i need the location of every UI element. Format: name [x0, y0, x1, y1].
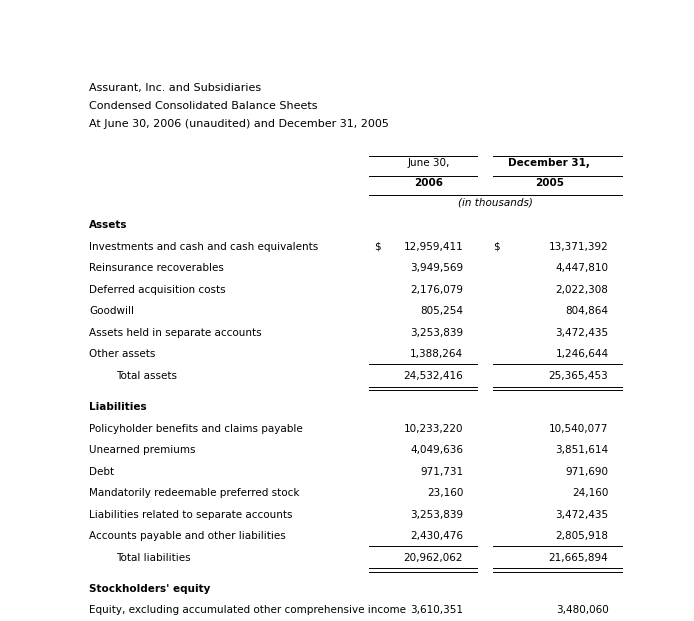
- Text: Total liabilities: Total liabilities: [117, 553, 191, 563]
- Text: (in thousands): (in thousands): [458, 197, 533, 207]
- Text: Accounts payable and other liabilities: Accounts payable and other liabilities: [90, 531, 286, 541]
- Text: Stockholders' equity: Stockholders' equity: [90, 584, 211, 594]
- Text: Total assets: Total assets: [117, 371, 178, 381]
- Text: 4,447,810: 4,447,810: [555, 263, 609, 273]
- Text: Unearned premiums: Unearned premiums: [90, 445, 196, 455]
- Text: Reinsurance recoverables: Reinsurance recoverables: [90, 263, 224, 273]
- Text: 2005: 2005: [535, 178, 564, 188]
- Text: 13,371,392: 13,371,392: [549, 242, 609, 252]
- Text: 805,254: 805,254: [421, 306, 464, 317]
- Text: 10,233,220: 10,233,220: [404, 424, 464, 433]
- Text: 25,365,453: 25,365,453: [549, 371, 609, 381]
- Text: 3,610,351: 3,610,351: [410, 605, 464, 615]
- Text: Assurant, Inc. and Subsidiaries: Assurant, Inc. and Subsidiaries: [90, 83, 262, 93]
- Text: 4,049,636: 4,049,636: [410, 445, 464, 455]
- Text: Assets: Assets: [90, 220, 128, 230]
- Text: 21,665,894: 21,665,894: [549, 553, 609, 563]
- Text: 3,253,839: 3,253,839: [410, 328, 464, 338]
- Text: Condensed Consolidated Balance Sheets: Condensed Consolidated Balance Sheets: [90, 101, 318, 111]
- Text: Mandatorily redeemable preferred stock: Mandatorily redeemable preferred stock: [90, 488, 300, 498]
- Text: 3,472,435: 3,472,435: [555, 328, 609, 338]
- Text: Policyholder benefits and claims payable: Policyholder benefits and claims payable: [90, 424, 303, 433]
- Text: 971,731: 971,731: [420, 466, 464, 477]
- Text: Investments and cash and cash equivalents: Investments and cash and cash equivalent…: [90, 242, 319, 252]
- Text: June 30,: June 30,: [407, 158, 450, 168]
- Text: 3,253,839: 3,253,839: [410, 510, 464, 520]
- Text: Debt: Debt: [90, 466, 115, 477]
- Text: 1,388,264: 1,388,264: [410, 350, 464, 360]
- Text: At June 30, 2006 (unaudited) and December 31, 2005: At June 30, 2006 (unaudited) and Decembe…: [90, 119, 389, 129]
- Text: Deferred acquisition costs: Deferred acquisition costs: [90, 285, 226, 295]
- Text: Liabilities related to separate accounts: Liabilities related to separate accounts: [90, 510, 293, 520]
- Text: 23,160: 23,160: [427, 488, 464, 498]
- Text: 10,540,077: 10,540,077: [549, 424, 609, 433]
- Text: 12,959,411: 12,959,411: [403, 242, 464, 252]
- Text: 2,805,918: 2,805,918: [555, 531, 609, 541]
- Text: 3,480,060: 3,480,060: [556, 605, 609, 615]
- Text: 24,532,416: 24,532,416: [403, 371, 464, 381]
- Text: 3,949,569: 3,949,569: [410, 263, 464, 273]
- Text: 2,430,476: 2,430,476: [410, 531, 464, 541]
- Text: Equity, excluding accumulated other comprehensive income: Equity, excluding accumulated other comp…: [90, 605, 407, 615]
- Text: 971,690: 971,690: [566, 466, 609, 477]
- Text: 804,864: 804,864: [566, 306, 609, 317]
- Text: 1,246,644: 1,246,644: [555, 350, 609, 360]
- Text: Liabilities: Liabilities: [90, 402, 147, 412]
- Text: Other assets: Other assets: [90, 350, 156, 360]
- Text: 3,851,614: 3,851,614: [555, 445, 609, 455]
- Text: Goodwill: Goodwill: [90, 306, 135, 317]
- Text: $: $: [375, 242, 381, 252]
- Text: 2,176,079: 2,176,079: [410, 285, 464, 295]
- Text: 20,962,062: 20,962,062: [404, 553, 464, 563]
- Text: December 31,: December 31,: [509, 158, 590, 168]
- Text: $: $: [493, 242, 500, 252]
- Text: Assets held in separate accounts: Assets held in separate accounts: [90, 328, 262, 338]
- Text: 3,472,435: 3,472,435: [555, 510, 609, 520]
- Text: 2006: 2006: [414, 178, 443, 188]
- Text: 24,160: 24,160: [572, 488, 609, 498]
- Text: 2,022,308: 2,022,308: [556, 285, 609, 295]
